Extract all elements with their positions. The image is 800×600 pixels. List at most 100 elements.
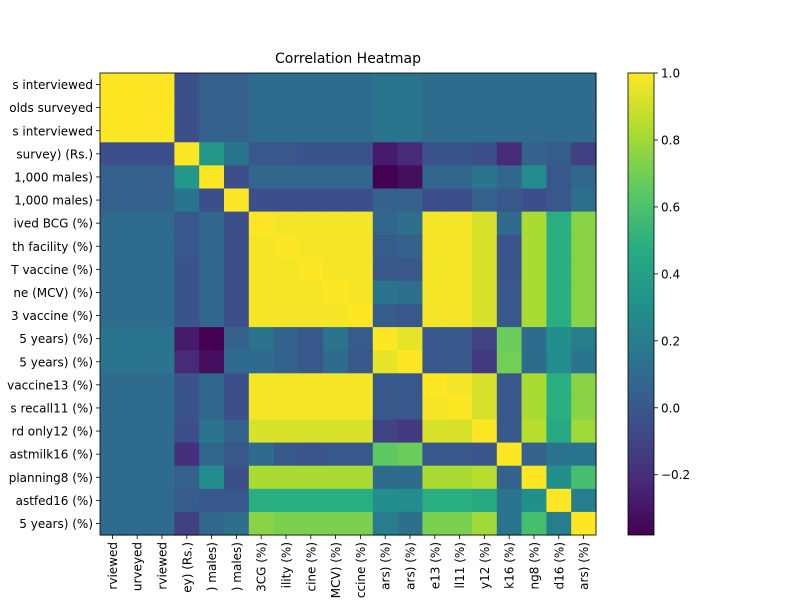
column-tick-label: ars) (%) [379, 542, 393, 590]
heatmap-cell [224, 304, 250, 328]
heatmap-cell [224, 234, 250, 259]
heatmap-cell [546, 234, 572, 259]
heatmap-cell [348, 188, 374, 213]
heatmap-cell [571, 465, 597, 490]
heatmap-cell [224, 257, 250, 282]
colorbar-tick-label: 1.0 [661, 67, 680, 81]
heatmap-cell [348, 304, 374, 328]
heatmap-cell [149, 165, 175, 190]
heatmap-cell [397, 211, 423, 236]
heatmap-cell [298, 257, 324, 282]
heatmap-cell [521, 119, 547, 143]
heatmap-cell [546, 119, 572, 143]
heatmap-cell [546, 304, 572, 328]
heatmap-cell [174, 327, 200, 351]
heatmap-cell [397, 511, 423, 536]
heatmap-cell [323, 96, 349, 120]
heatmap-cell [397, 304, 423, 328]
heatmap-cell [224, 442, 250, 467]
column-tick-label: k16 (%) [503, 542, 517, 589]
heatmap-cell [298, 304, 324, 328]
heatmap-cell [273, 511, 299, 536]
heatmap-cell [496, 373, 523, 397]
heatmap-cell [422, 119, 448, 143]
heatmap-cell [248, 165, 275, 190]
heatmap-cell [496, 465, 523, 490]
heatmap-cell [571, 488, 597, 513]
heatmap-cell [199, 327, 225, 351]
heatmap-cell [521, 304, 547, 328]
heatmap-cell [496, 511, 523, 536]
heatmap-cell [124, 257, 151, 282]
heatmap-cell [224, 465, 250, 490]
column-tick-label: ars) (%) [404, 542, 418, 590]
heatmap-cell [224, 119, 250, 143]
heatmap-cell [273, 304, 299, 328]
heatmap-cell [571, 142, 597, 166]
heatmap-cell [472, 280, 498, 305]
heatmap-cell [124, 327, 151, 351]
heatmap-cell [224, 396, 250, 421]
heatmap-cell [447, 96, 473, 120]
heatmap-cell [521, 350, 547, 374]
heatmap-cell [397, 373, 423, 397]
heatmap-cell [521, 280, 547, 305]
heatmap-cell [546, 142, 572, 166]
chart-title: Correlation Heatmap [275, 51, 421, 67]
heatmap-cell [422, 373, 448, 397]
heatmap-cell [174, 465, 200, 490]
heatmap-cell [124, 511, 151, 536]
heatmap-cell [571, 373, 597, 397]
heatmap-cell [521, 257, 547, 282]
heatmap-cell [397, 96, 423, 120]
heatmap-cell [248, 211, 275, 236]
row-tick-label: 5 years) (%) [19, 332, 93, 346]
heatmap-cell [224, 96, 250, 120]
heatmap-cell [571, 119, 597, 143]
heatmap-cell [149, 511, 175, 536]
heatmap-cell [472, 396, 498, 421]
heatmap-cell [124, 442, 151, 467]
heatmap-cell [447, 511, 473, 536]
heatmap-cell [472, 304, 498, 328]
row-tick-label: 3 vaccine (%) [11, 309, 93, 323]
heatmap-cell [298, 280, 324, 305]
heatmap-cell [174, 511, 200, 536]
heatmap-cell [149, 73, 175, 97]
heatmap-cell [348, 96, 374, 120]
heatmap-cell [348, 142, 374, 166]
heatmap-cell [472, 373, 498, 397]
heatmap-cell [447, 211, 473, 236]
heatmap-cell [100, 96, 126, 120]
heatmap-cell [124, 280, 151, 305]
heatmap-cell [472, 211, 498, 236]
row-tick-label: s recall11 (%) [10, 401, 93, 415]
heatmap-cell [199, 350, 225, 374]
heatmap-cell [224, 488, 250, 513]
heatmap-cell [546, 419, 572, 444]
heatmap-cell [447, 188, 473, 213]
column-tick-label: rviewed [156, 542, 170, 590]
heatmap-cell [248, 396, 275, 421]
heatmap-cell [224, 327, 250, 351]
heatmap-cell [174, 234, 200, 259]
row-tick-label: vaccine13 (%) [7, 378, 93, 392]
heatmap-cell [199, 165, 225, 190]
heatmap-cell [546, 465, 572, 490]
heatmap-cell [149, 280, 175, 305]
heatmap-cell [273, 119, 299, 143]
colorbar-tick-label: 0.6 [661, 200, 680, 214]
heatmap-cell [199, 73, 225, 97]
heatmap-cell [521, 73, 547, 97]
heatmap-cell [248, 442, 275, 467]
heatmap-cell [348, 442, 374, 467]
heatmap-cell [397, 280, 423, 305]
heatmap-cells [100, 73, 597, 536]
heatmap-cell [100, 488, 126, 513]
heatmap-cell [174, 280, 200, 305]
heatmap-cell [273, 142, 299, 166]
heatmap-cell [422, 511, 448, 536]
heatmap-cell [422, 211, 448, 236]
heatmap-cell [397, 419, 423, 444]
heatmap-cell [521, 211, 547, 236]
